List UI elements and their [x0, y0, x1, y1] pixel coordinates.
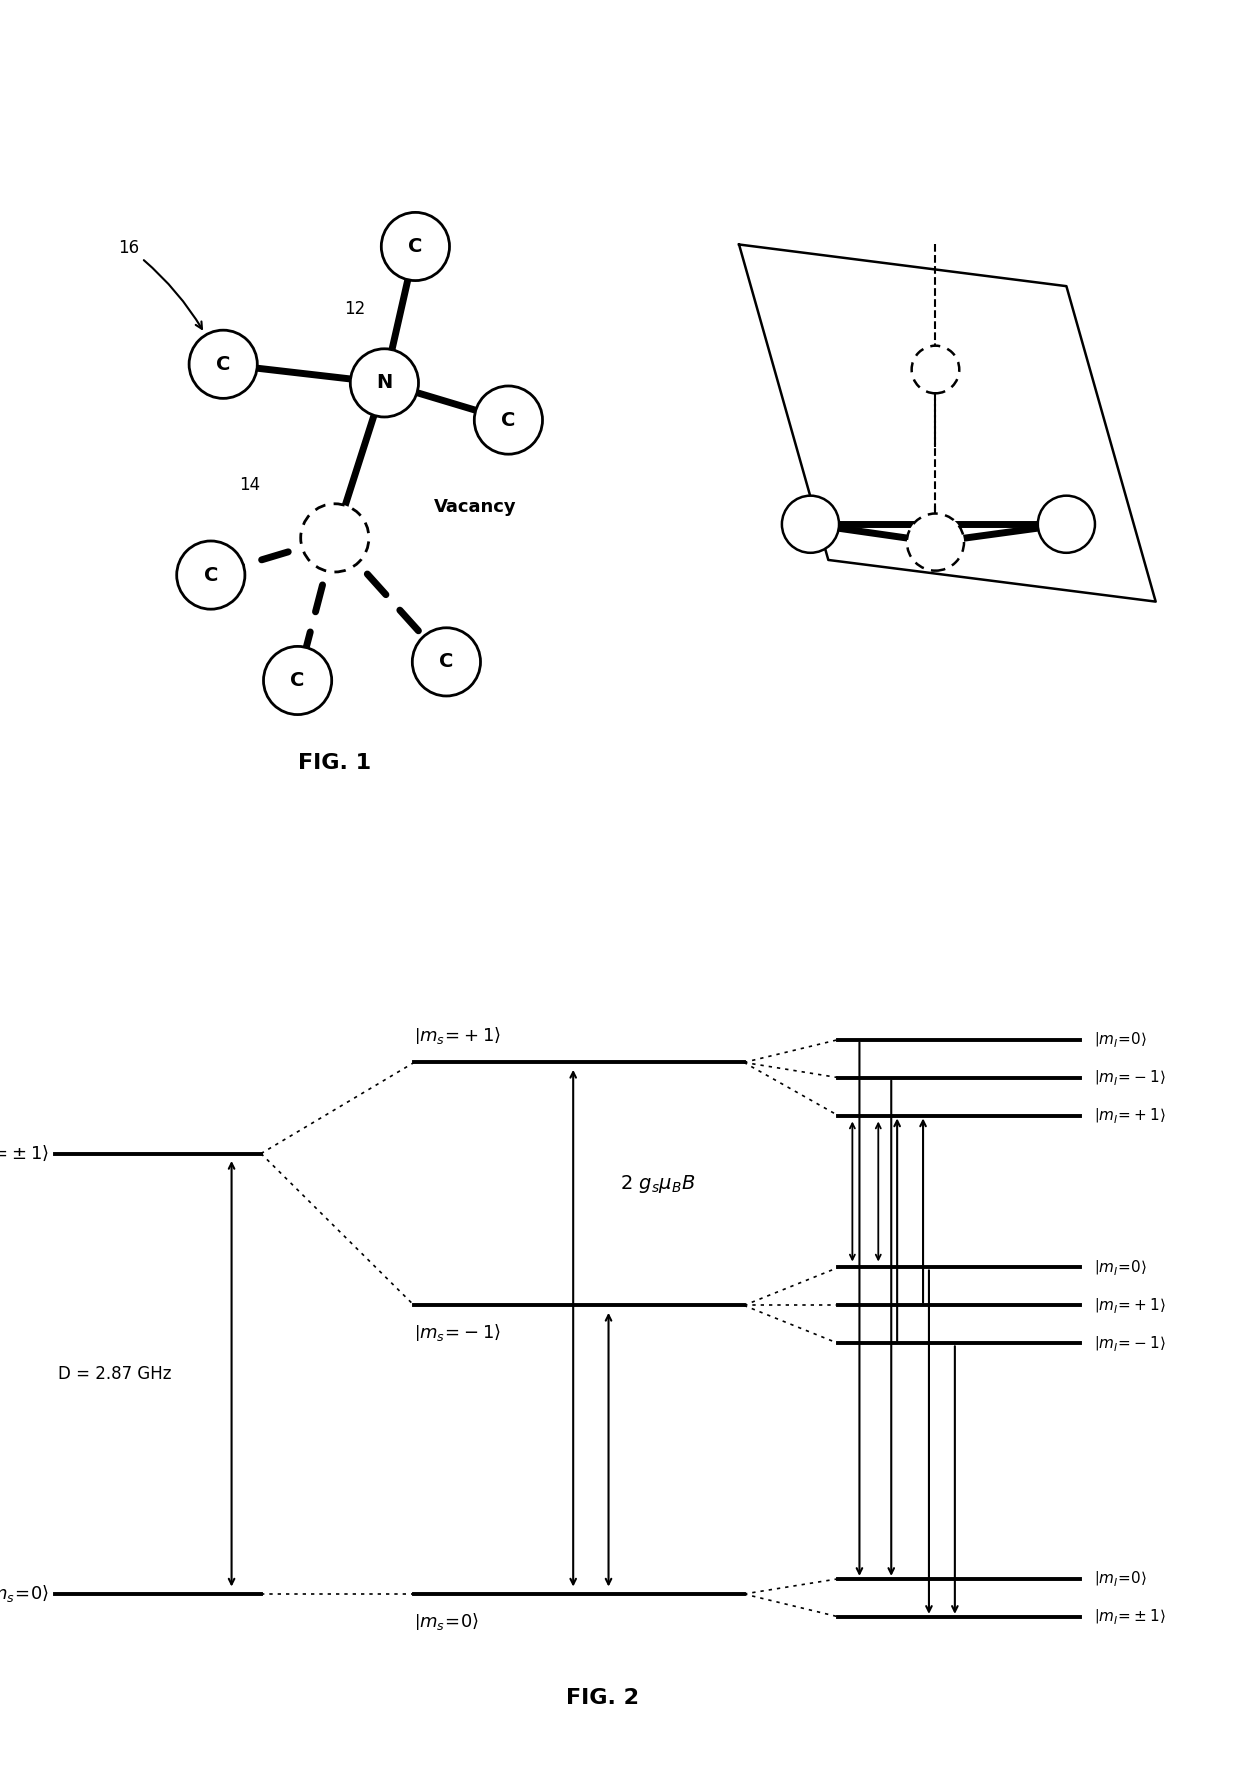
Text: C: C	[408, 237, 423, 256]
Text: Vacancy: Vacancy	[434, 498, 517, 516]
Text: 16: 16	[118, 238, 202, 328]
Text: $\left| m_I\!=\!0 \right\rangle$: $\left| m_I\!=\!0 \right\rangle$	[1094, 1257, 1147, 1277]
Text: $\left| m_I\!=\!-1 \right\rangle$: $\left| m_I\!=\!-1 \right\rangle$	[1094, 1068, 1166, 1088]
Circle shape	[382, 212, 450, 281]
Text: C: C	[216, 355, 231, 374]
Text: C: C	[203, 565, 218, 585]
Text: N: N	[376, 373, 393, 392]
Text: C: C	[290, 671, 305, 691]
Text: $\left| m_I\!=\!+1 \right\rangle$: $\left| m_I\!=\!+1 \right\rangle$	[1094, 1106, 1166, 1125]
Text: $\left| m_s\!=\!0 \right\rangle$: $\left| m_s\!=\!0 \right\rangle$	[0, 1584, 50, 1605]
Circle shape	[413, 627, 481, 696]
Text: C: C	[439, 652, 454, 671]
Text: $\left| m_s\!=\!-1 \right\rangle$: $\left| m_s\!=\!-1 \right\rangle$	[414, 1323, 501, 1344]
Text: FIG. 1: FIG. 1	[299, 754, 371, 774]
Text: 12: 12	[345, 300, 366, 318]
Text: $\left| m_s\!=\!+1 \right\rangle$: $\left| m_s\!=\!+1 \right\rangle$	[414, 1024, 501, 1045]
Circle shape	[190, 330, 258, 399]
Circle shape	[351, 348, 419, 417]
Circle shape	[301, 503, 370, 572]
Circle shape	[475, 387, 543, 454]
Text: FIG. 2: FIG. 2	[567, 1688, 639, 1708]
Text: $\left| m_I\!=\!\pm 1 \right\rangle$: $\left| m_I\!=\!\pm 1 \right\rangle$	[1094, 1607, 1166, 1626]
Circle shape	[911, 346, 960, 394]
Circle shape	[782, 496, 839, 553]
Circle shape	[177, 540, 246, 609]
Text: $\left| m_I\!=\!+1 \right\rangle$: $\left| m_I\!=\!+1 \right\rangle$	[1094, 1296, 1166, 1316]
Text: $2\ g_s\mu_B B$: $2\ g_s\mu_B B$	[620, 1173, 696, 1196]
Text: $\left| m_I\!=\!-1 \right\rangle$: $\left| m_I\!=\!-1 \right\rangle$	[1094, 1333, 1166, 1353]
Text: $\left| m_I\!=\!0 \right\rangle$: $\left| m_I\!=\!0 \right\rangle$	[1094, 1570, 1147, 1588]
Circle shape	[264, 646, 332, 715]
Text: $\left| m_s\!=\!0 \right\rangle$: $\left| m_s\!=\!0 \right\rangle$	[414, 1611, 480, 1632]
Text: 14: 14	[239, 475, 260, 494]
Text: $\left| m_s\!=\!\pm 1 \right\rangle$: $\left| m_s\!=\!\pm 1 \right\rangle$	[0, 1143, 50, 1164]
Circle shape	[906, 514, 963, 570]
Text: D = 2.87 GHz: D = 2.87 GHz	[58, 1365, 172, 1383]
Text: $\left| m_I\!=\!0 \right\rangle$: $\left| m_I\!=\!0 \right\rangle$	[1094, 1030, 1147, 1049]
Circle shape	[1038, 496, 1095, 553]
Text: C: C	[501, 410, 516, 429]
